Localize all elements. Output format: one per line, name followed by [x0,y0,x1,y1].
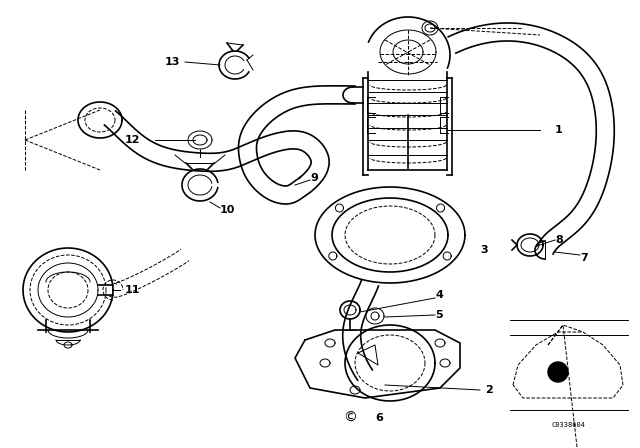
Text: 4: 4 [435,290,443,300]
Text: 5: 5 [435,310,443,320]
Text: 10: 10 [220,205,236,215]
Circle shape [548,362,568,382]
Text: 3: 3 [480,245,488,255]
Text: 11: 11 [125,285,141,295]
Text: 12: 12 [125,135,140,145]
Text: 6: 6 [375,413,383,423]
Text: 2: 2 [485,385,493,395]
Text: 8: 8 [555,235,563,245]
Text: 13: 13 [164,57,180,67]
Text: C0338604: C0338604 [551,422,585,428]
Text: 1: 1 [555,125,563,135]
Text: ©: © [343,411,357,425]
Text: 9: 9 [310,173,318,183]
Text: 7: 7 [580,253,588,263]
